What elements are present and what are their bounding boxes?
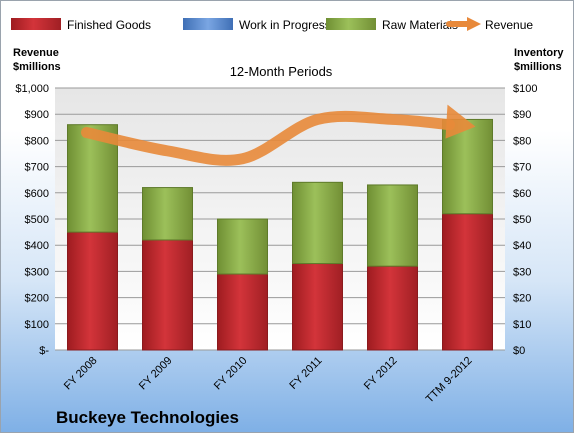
y-right-tick-label: $30 <box>513 266 531 278</box>
legend-label-raw-materials: Raw Materials <box>382 18 458 32</box>
y-left-title-line1: Revenue <box>13 47 59 59</box>
y-right-tick-label: $60 <box>513 188 531 200</box>
revenue-series <box>81 104 476 166</box>
company-name: Buckeye Technologies <box>56 408 239 427</box>
y-right-tick-label: $20 <box>513 293 531 305</box>
chart-subtitle: 12-Month Periods <box>230 64 333 79</box>
legend-label-revenue: Revenue <box>485 18 533 32</box>
bar-finished-goods <box>217 273 268 351</box>
bar-finished-goods <box>142 239 193 351</box>
bar-finished-goods <box>442 213 493 351</box>
y-left-tick-label: $700 <box>25 162 49 174</box>
y-left-tick-label: $900 <box>25 109 49 121</box>
y-left-tick-label: $800 <box>25 135 49 147</box>
legend-swatch-finished-goods <box>11 18 61 30</box>
y-right-tick-label: $70 <box>513 162 531 174</box>
y-right-tick-label: $90 <box>513 109 531 121</box>
y-left-tick-label: $100 <box>25 319 49 331</box>
x-tick-label: FY 2008 <box>62 355 100 393</box>
bar-finished-goods <box>292 263 343 351</box>
x-tick-label: TTM 9-2012 <box>424 355 475 406</box>
bar-raw-materials <box>367 184 418 267</box>
revenue-line <box>81 110 455 166</box>
legend-swatch-revenue <box>446 17 481 31</box>
bar-finished-goods <box>67 231 118 351</box>
y-left-tick-label: $200 <box>25 293 49 305</box>
y-right-tick-label: $50 <box>513 214 531 226</box>
y-left-tick-label: $- <box>39 345 49 357</box>
y-left-tick-label: $400 <box>25 240 49 252</box>
bar-raw-materials <box>217 218 268 275</box>
y-left-tick-label: $600 <box>25 188 49 200</box>
y-right-tick-label: $10 <box>513 319 531 331</box>
bar-raw-materials <box>292 181 343 265</box>
y-left-ticks: $- $100 $200 $300 $400 $500 $600 $700 $800 $900 $1… <box>15 83 49 357</box>
y-right-tick-label: $0 <box>513 345 525 357</box>
legend-label-work-in-progress: Work in Progress <box>239 18 331 32</box>
x-tick-label: FY 2012 <box>362 355 400 393</box>
revenue-arrowhead <box>445 104 476 139</box>
bar-raw-materials <box>142 187 193 241</box>
y-right-tick-label: $100 <box>513 83 537 95</box>
y-right-title-line2: $millions <box>514 61 562 73</box>
y-right-title-line1: Inventory <box>514 47 564 59</box>
x-tick-label: FY 2010 <box>212 355 250 393</box>
y-left-tick-label: $500 <box>25 214 49 226</box>
bars <box>67 118 493 351</box>
legend: Finished Goods Work in Progress Raw Mate… <box>11 17 533 32</box>
y-left-title-line2: $millions <box>13 61 61 73</box>
x-tick-label: FY 2011 <box>287 355 324 392</box>
legend-swatch-raw-materials <box>326 18 376 30</box>
y-left-tick-label: $300 <box>25 266 49 278</box>
y-right-tick-label: $80 <box>513 135 531 147</box>
y-right-tick-label: $40 <box>513 240 531 252</box>
bar-finished-goods <box>367 265 418 351</box>
legend-swatch-work-in-progress <box>183 18 233 30</box>
y-left-tick-label: $1,000 <box>15 83 49 95</box>
legend-label-finished-goods: Finished Goods <box>67 18 151 32</box>
y-right-ticks: $0 $10 $20 $30 $40 $50 $60 $70 $80 $90 $100 <box>513 83 537 357</box>
x-tick-label: FY 2009 <box>137 355 175 393</box>
x-axis-labels: FY 2008 FY 2009 FY 2010 FY 2011 FY 2012 TTM 9… <box>62 355 475 406</box>
